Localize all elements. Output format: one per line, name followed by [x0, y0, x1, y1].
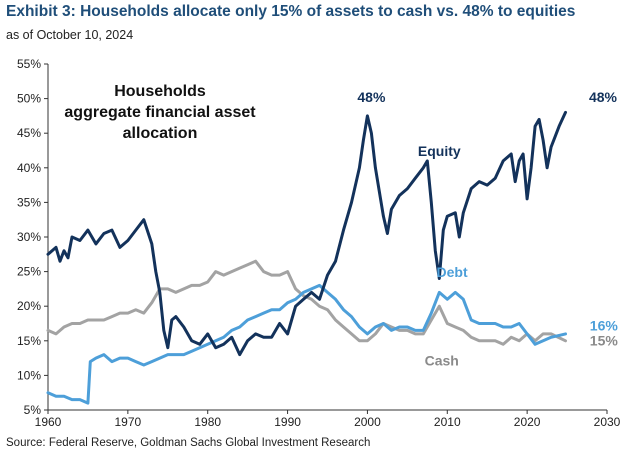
- y-tick-label: 20%: [17, 299, 41, 313]
- x-tick-label: 1990: [274, 415, 301, 429]
- y-tick-label: 10%: [17, 368, 41, 382]
- x-tick-label: 2020: [514, 415, 541, 429]
- annotation-label: 48%: [589, 89, 618, 105]
- annotation-label: 15%: [590, 333, 619, 349]
- chart-title-line: Households: [114, 83, 206, 100]
- x-tick-label: 2010: [434, 415, 461, 429]
- y-tick-label: 50%: [17, 92, 41, 106]
- page-title: Exhibit 3: Households allocate only 15% …: [6, 3, 576, 20]
- chart-title-line: allocation: [123, 125, 198, 142]
- annotation-label: Cash: [425, 353, 459, 369]
- y-tick-label: 55%: [17, 57, 41, 71]
- annotation-label: 48%: [357, 89, 386, 105]
- y-tick-label: 5%: [24, 403, 42, 417]
- chart-title-line: aggregate financial asset: [64, 104, 256, 121]
- series-line-equity: [46, 110, 567, 357]
- y-tick-label: 40%: [17, 161, 41, 175]
- y-tick-label: 15%: [17, 334, 41, 348]
- annotation-label: Equity: [418, 143, 461, 159]
- series-line-cash: [46, 259, 567, 346]
- x-tick-label: 2000: [354, 415, 381, 429]
- x-tick-label: 2030: [594, 415, 621, 429]
- y-tick-label: 45%: [17, 126, 41, 140]
- x-tick-label: 1970: [115, 415, 142, 429]
- page-subtitle: as of October 10, 2024: [6, 28, 134, 42]
- x-tick-label: 1980: [194, 415, 221, 429]
- y-tick-label: 25%: [17, 265, 41, 279]
- annotation-label: Debt: [437, 264, 468, 280]
- source-note: Source: Federal Reserve, Goldman Sachs G…: [6, 437, 371, 449]
- y-tick-label: 30%: [17, 230, 41, 244]
- annotation-label: 16%: [590, 317, 619, 333]
- y-tick-label: 35%: [17, 195, 41, 209]
- series-line-debt: [46, 283, 567, 405]
- x-tick-label: 1960: [35, 415, 62, 429]
